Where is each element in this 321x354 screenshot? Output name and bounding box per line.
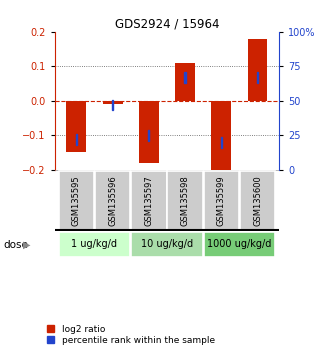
Bar xyxy=(103,101,123,104)
Text: 1000 ug/kg/d: 1000 ug/kg/d xyxy=(207,239,272,249)
Text: 10 ug/kg/d: 10 ug/kg/d xyxy=(141,239,193,249)
Text: 1 ug/kg/d: 1 ug/kg/d xyxy=(72,239,117,249)
FancyBboxPatch shape xyxy=(204,232,275,257)
Text: GSM135595: GSM135595 xyxy=(72,175,81,226)
Bar xyxy=(66,101,86,152)
Text: GSM135599: GSM135599 xyxy=(217,175,226,226)
FancyBboxPatch shape xyxy=(167,171,203,230)
Bar xyxy=(76,135,77,145)
FancyBboxPatch shape xyxy=(204,171,239,230)
Bar xyxy=(211,101,231,171)
Bar xyxy=(139,101,159,163)
FancyBboxPatch shape xyxy=(58,171,94,230)
FancyBboxPatch shape xyxy=(240,171,275,230)
Text: GSM135598: GSM135598 xyxy=(180,175,189,226)
Text: GSM135597: GSM135597 xyxy=(144,175,153,226)
Text: GSM135596: GSM135596 xyxy=(108,175,117,226)
Bar xyxy=(257,72,258,82)
Bar xyxy=(185,72,186,82)
FancyBboxPatch shape xyxy=(131,171,167,230)
FancyBboxPatch shape xyxy=(58,232,130,257)
Text: GSM135600: GSM135600 xyxy=(253,175,262,226)
Bar xyxy=(247,39,267,101)
Title: GDS2924 / 15964: GDS2924 / 15964 xyxy=(115,18,219,31)
Bar xyxy=(221,137,222,148)
FancyBboxPatch shape xyxy=(131,232,203,257)
Bar xyxy=(112,100,113,110)
Text: ▶: ▶ xyxy=(23,240,31,250)
Text: dose: dose xyxy=(3,240,28,250)
Bar xyxy=(175,63,195,101)
FancyBboxPatch shape xyxy=(95,171,130,230)
Bar xyxy=(148,130,149,141)
Legend: log2 ratio, percentile rank within the sample: log2 ratio, percentile rank within the s… xyxy=(46,324,216,346)
